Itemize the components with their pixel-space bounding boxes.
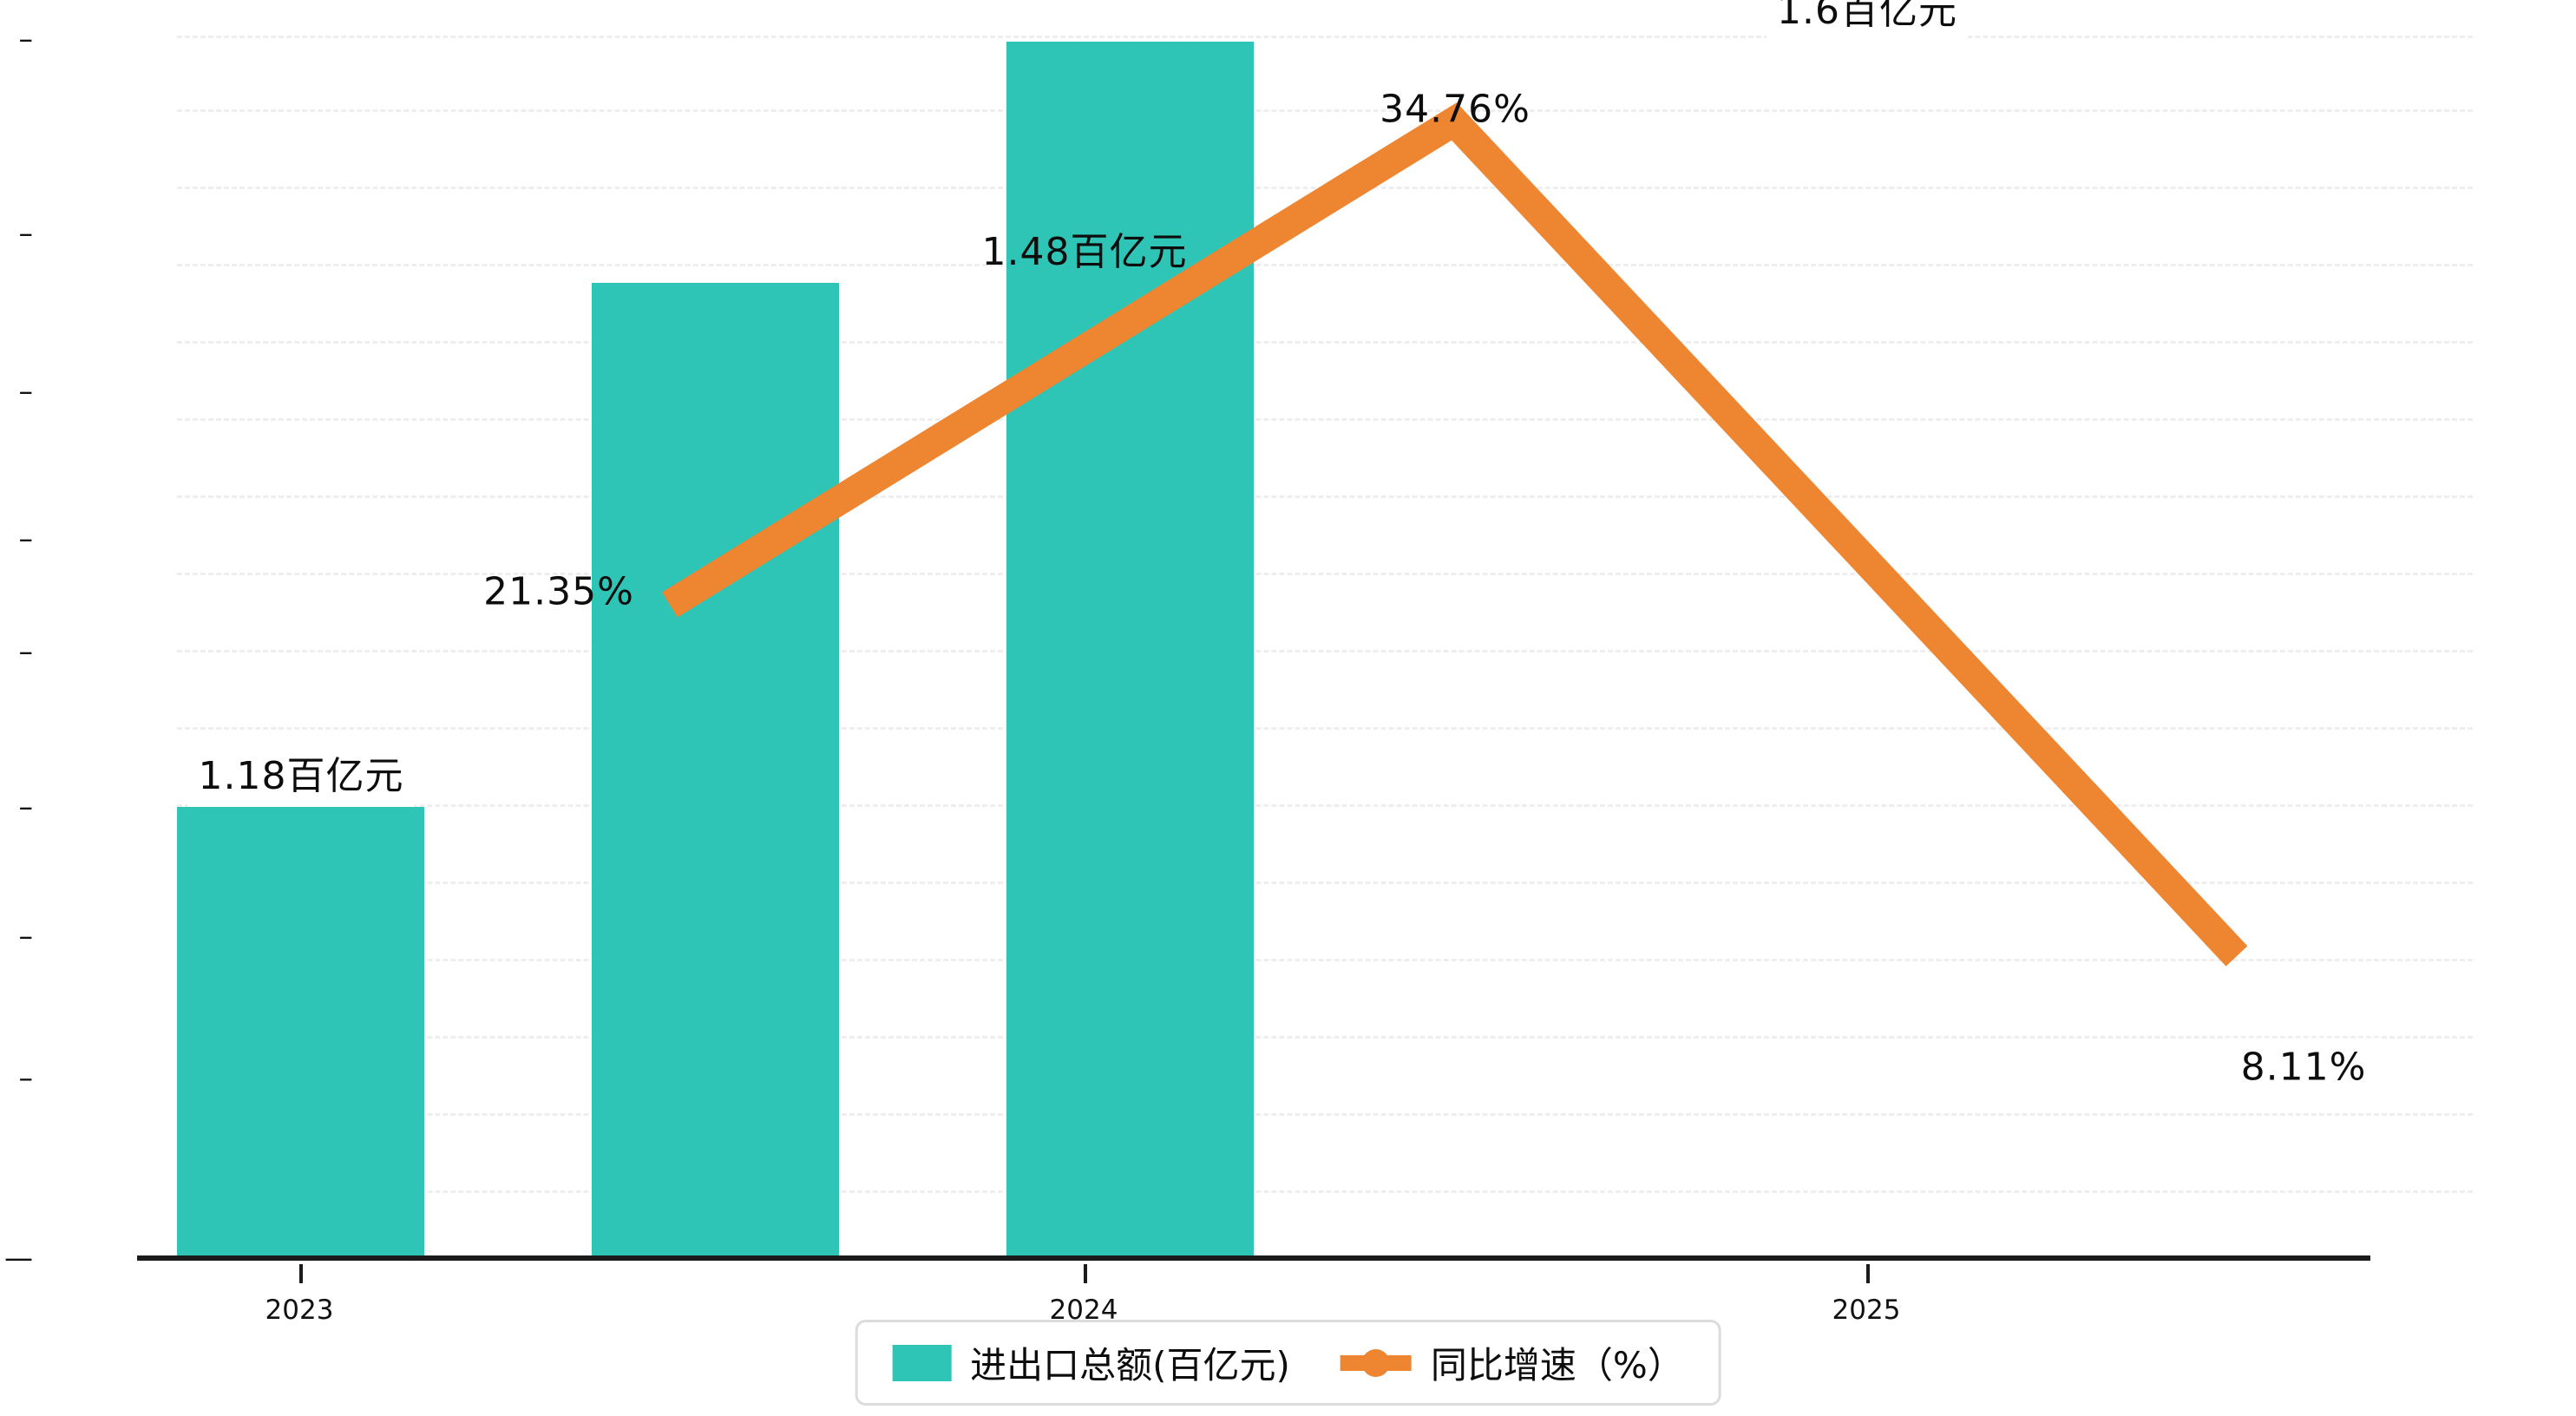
line-series-svg (662, 102, 2248, 967)
tick-dash: – (18, 1060, 34, 1095)
y-axis-left-tick: 1.18百亿元– (0, 783, 34, 825)
bar-2025[interactable] (1006, 42, 1254, 1255)
y-axis-left-tick: 1.35百亿元– (0, 515, 34, 557)
gridline (177, 882, 2473, 884)
gridline (177, 573, 2473, 575)
gridline (177, 109, 2473, 112)
legend-item-label: 同比增速（%） (1430, 1344, 1684, 1386)
y-axis-left-tick: 1.6百亿元– (0, 16, 34, 57)
gridline (177, 495, 2473, 498)
gridline (177, 1190, 2473, 1193)
tick-dash: – (18, 919, 34, 953)
legend-circle-marker-icon (1361, 1348, 1390, 1377)
legend-item-line[interactable]: 同比增速（%） (1340, 1336, 1684, 1389)
tick-dash: – (18, 22, 34, 56)
growth-line (662, 102, 2248, 967)
x-axis-line (137, 1255, 2370, 1261)
gridline (177, 36, 2473, 38)
tick-dash: – (18, 634, 34, 668)
x-tick-label-2023: 2023 (265, 1295, 334, 1326)
legend-line-swatch-icon (1340, 1345, 1412, 1381)
y-axis-left-tick: 0百亿元— (0, 1235, 34, 1276)
x-tick-mark-2023 (299, 1264, 303, 1283)
y-axis-left-tick: 1.43百亿元– (0, 368, 34, 410)
gridline (177, 1036, 2473, 1039)
legend-item-bar[interactable]: 进出口总额(百亿元) (892, 1336, 1290, 1389)
y-axis-left-tick: ………– (0, 1061, 34, 1095)
x-tick-mark-2025 (1866, 1264, 1870, 1283)
bar-value-label-2025: 1.6百亿元 (1766, 0, 1968, 42)
chart-legend: 进出口总额(百亿元) 同比增速（%） (855, 1320, 1721, 1406)
bar-2024[interactable] (592, 283, 839, 1255)
gridline (177, 264, 2473, 266)
gridline (177, 650, 2473, 652)
y-axis-left-tick: 1.27百亿元– (0, 628, 34, 670)
legend-item-label: 进出口总额(百亿元) (970, 1344, 1290, 1386)
legend-bar-swatch-icon (892, 1344, 952, 1381)
bar-value-label-2023: 1.18百亿元 (187, 741, 415, 807)
tick-dash: – (18, 521, 34, 555)
bar-value-label-2024: 1.48百亿元 (981, 230, 1188, 274)
bar-2023[interactable] (177, 807, 424, 1255)
tick-dash: – (18, 790, 34, 823)
line-value-label-2024: 34.76% (1380, 87, 1531, 132)
y-axis-left-tick: 1.51百亿元– (0, 210, 34, 252)
line-value-label-2025: 8.11% (2226, 1038, 2381, 1097)
gridline (177, 727, 2473, 730)
line-value-label-2023: 21.35% (483, 569, 634, 614)
plot-area: 2023 2024 2025 0百亿元— ………– 1.1百亿元– 1.18百亿… (4, 0, 2473, 1326)
gridline (177, 418, 2473, 421)
tick-dash: — (4, 1241, 34, 1275)
x-tick-mark-2024 (1084, 1264, 1087, 1283)
tick-dash: – (18, 374, 34, 408)
y-axis-left-tick: 1.1百亿元– (0, 913, 34, 954)
tick-dash: – (18, 216, 34, 250)
gridline (177, 804, 2473, 807)
gridline (177, 341, 2473, 344)
gridline (177, 1113, 2473, 1116)
gridline (177, 959, 2473, 961)
x-tick-label-2025: 2025 (1832, 1295, 1901, 1326)
